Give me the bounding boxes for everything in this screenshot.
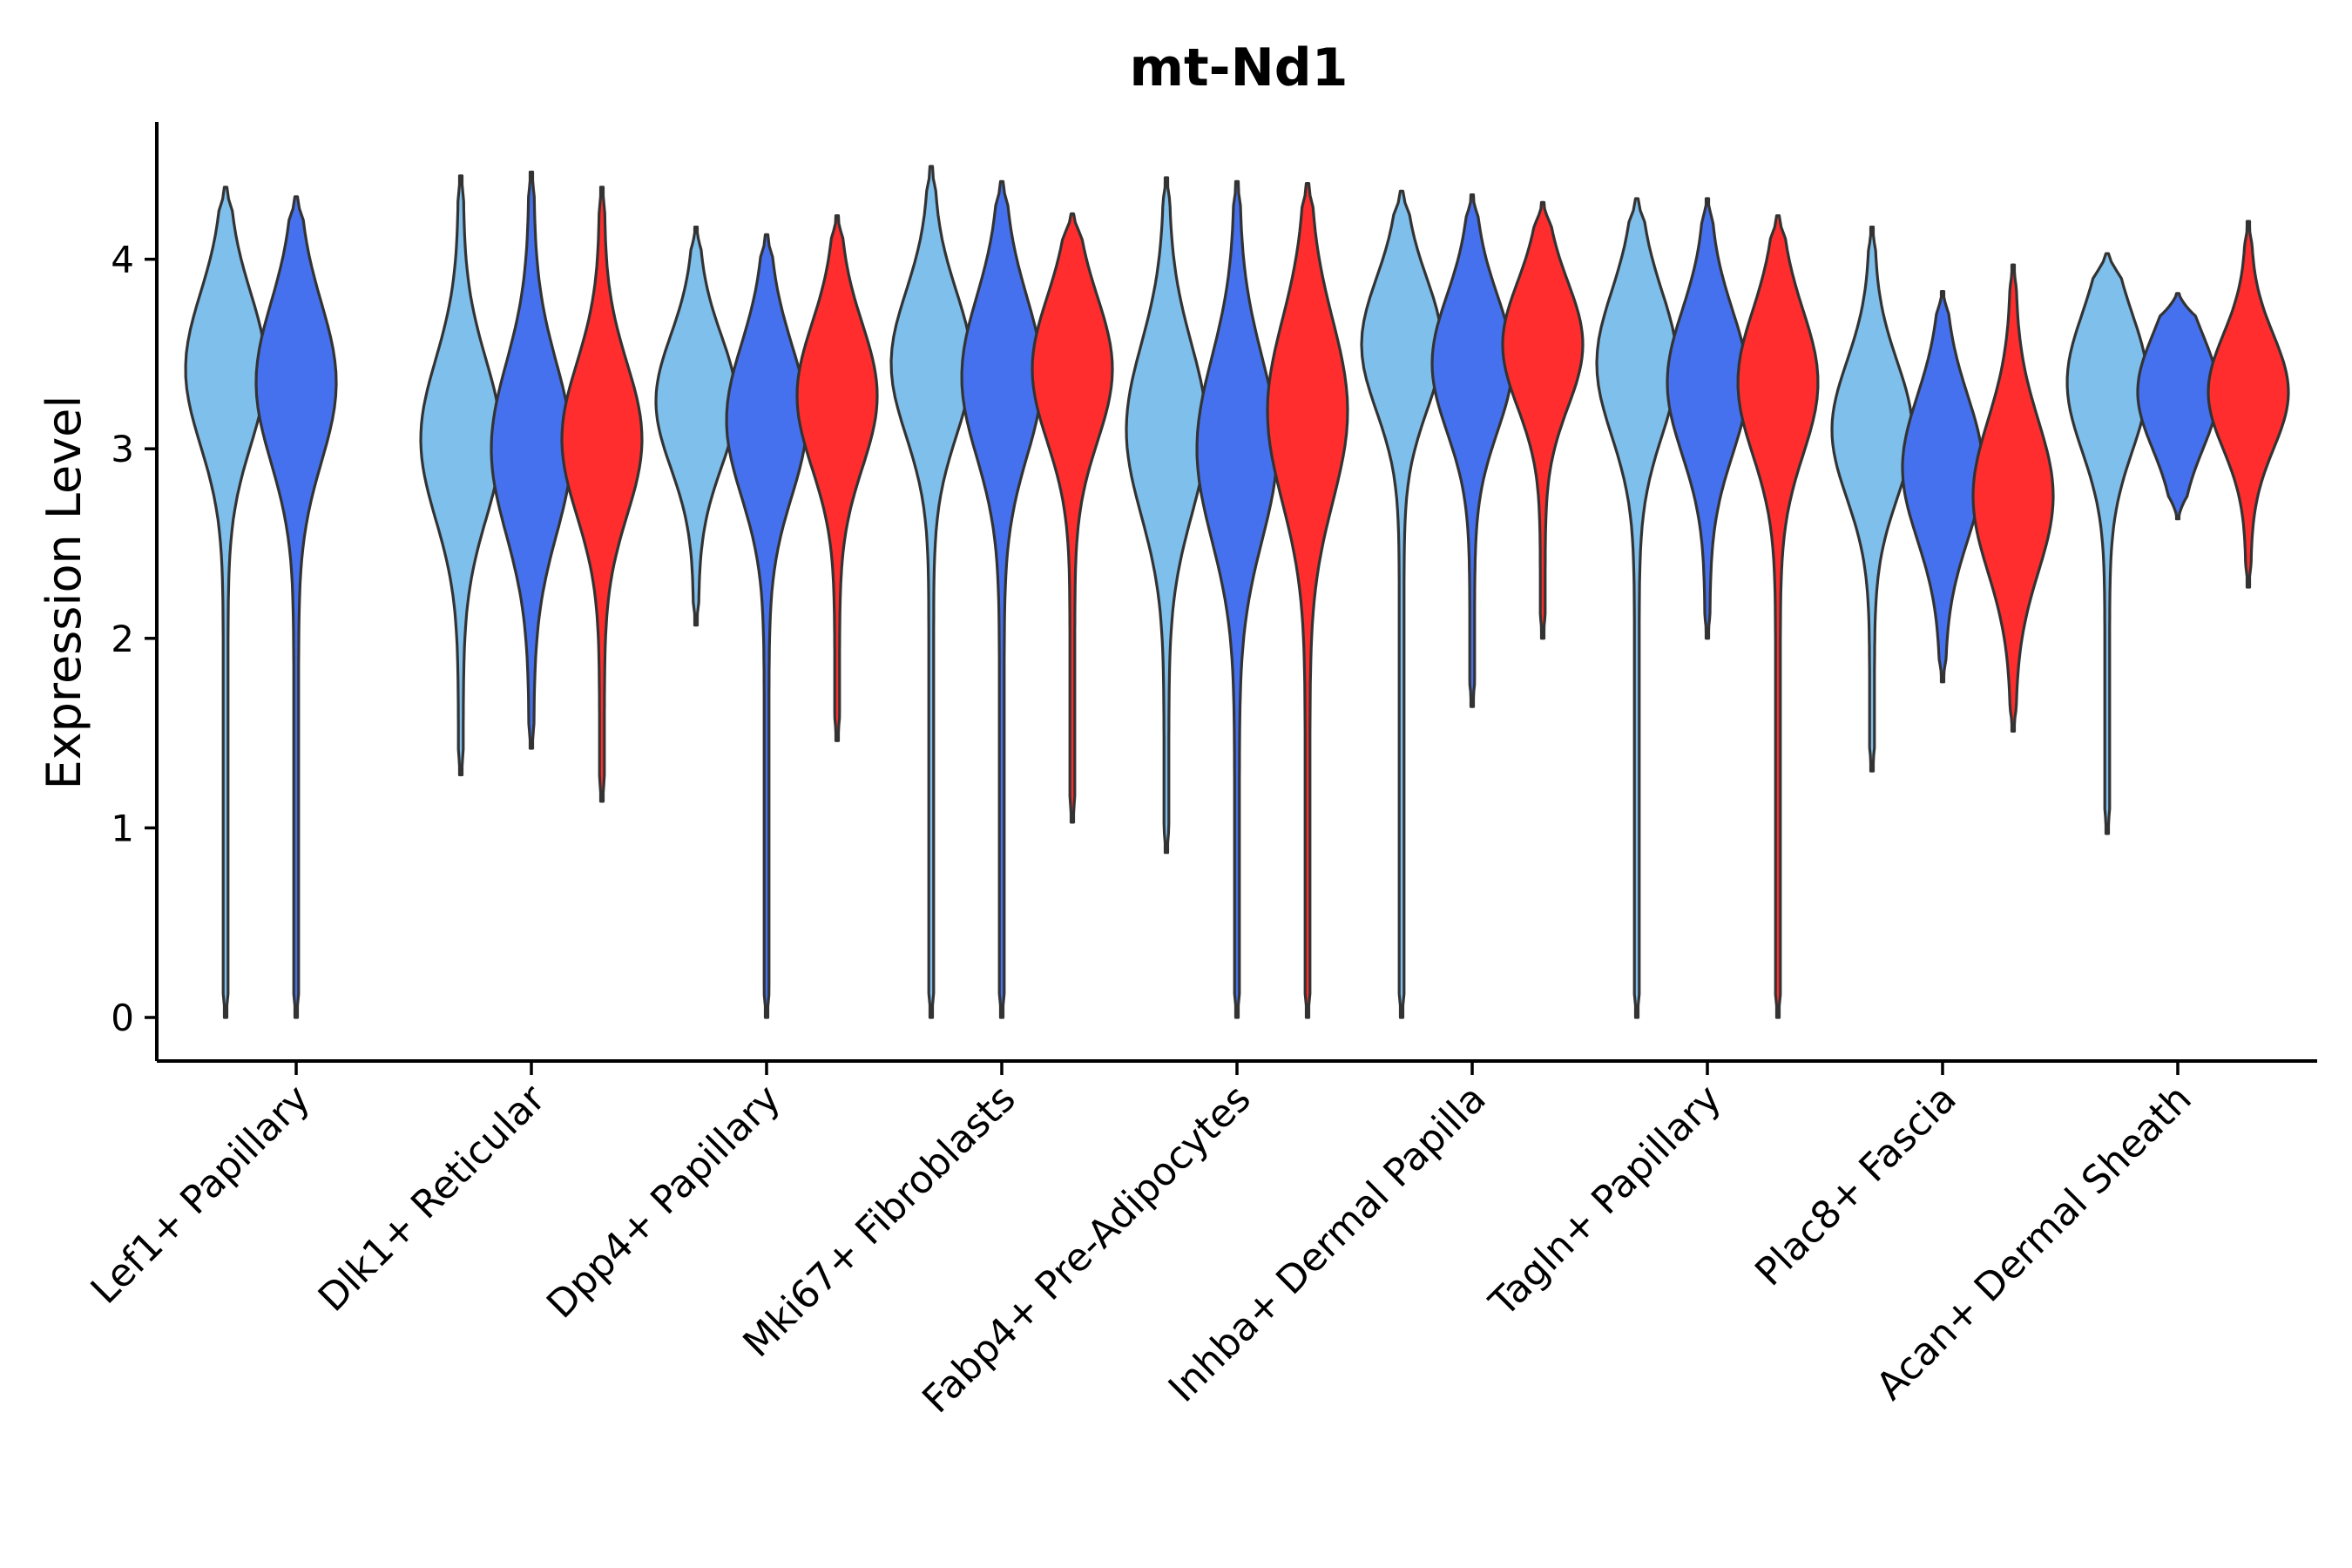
violin-shape	[2065, 252, 2149, 835]
y-tick-label: 2	[111, 618, 134, 660]
x-tick-label: Plac8+ Fascia	[1747, 1077, 1965, 1295]
violin-shape	[889, 165, 973, 1019]
x-tick-label: Dlk1+ Reticular	[310, 1076, 555, 1321]
violin-shape	[960, 179, 1044, 1019]
violin-shape	[1501, 200, 1585, 640]
chart-title: mt-Nd1	[1129, 37, 1348, 98]
violin-shape	[1666, 197, 1749, 640]
violin-shape	[2207, 220, 2290, 589]
y-axis-label: Expression Level	[37, 395, 91, 790]
y-tick-label: 3	[111, 428, 134, 470]
violin-shape	[1830, 226, 1914, 773]
violin-shape	[795, 214, 879, 742]
violin-shape	[725, 233, 808, 1019]
violin-shape	[1360, 189, 1443, 1019]
violin-shape	[1125, 176, 1208, 855]
violin-shape	[2136, 292, 2220, 521]
violin-shape	[1736, 214, 1820, 1019]
violin-shape	[184, 186, 267, 1019]
y-tick-label: 0	[111, 997, 134, 1039]
x-tick-label: Tagln+ Papillary	[1481, 1077, 1730, 1326]
violin-shape	[419, 174, 503, 777]
y-tick-label: 4	[111, 239, 134, 281]
x-tick-label: Lef1+ Papillary	[83, 1077, 319, 1313]
violin-shape	[1971, 263, 2055, 733]
violin-shape	[254, 195, 338, 1019]
violin-shape	[1266, 182, 1349, 1019]
violin-shape	[490, 170, 573, 750]
violin-shape	[1595, 197, 1679, 1019]
violin-shape	[1430, 193, 1514, 708]
y-tick-label: 1	[111, 807, 134, 849]
violin-shape	[1195, 179, 1279, 1019]
violin-shape	[654, 226, 738, 627]
x-tick-label: Dpp4+ Papillary	[538, 1077, 789, 1328]
violin-shape	[560, 186, 644, 803]
violin-shape	[1031, 212, 1114, 824]
violin-shape	[1901, 290, 1984, 684]
